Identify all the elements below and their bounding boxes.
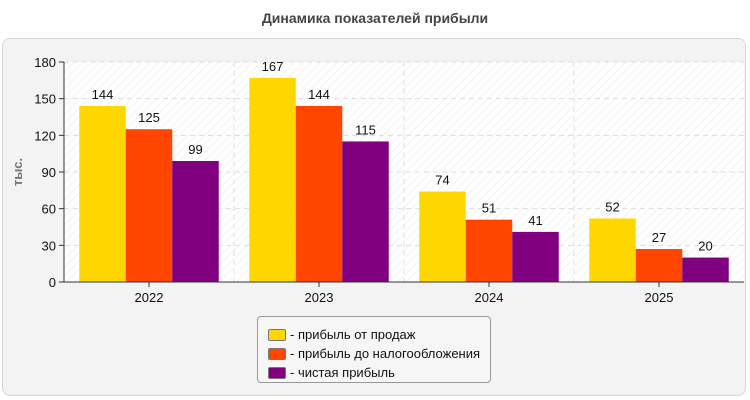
bar-value-label: 20 [698,239,712,254]
y-tick-label: 120 [34,128,56,143]
y-axis-label: тыс. [10,158,25,186]
legend-swatch-net [268,366,286,379]
bar [635,249,683,282]
bar-value-label: 27 [652,230,666,245]
y-tick-label: 30 [42,238,56,253]
bar-value-label: 74 [435,173,449,188]
y-tick-label: 180 [34,55,56,70]
bar [465,219,513,282]
x-tick-label: 2024 [475,290,504,305]
bar-value-label: 167 [262,59,284,74]
x-tick-label: 2023 [305,290,334,305]
y-tick-label: 60 [42,202,56,217]
bar [512,231,559,282]
legend-item-pretax: - прибыль до налогообложения [268,344,490,363]
bar [79,106,126,282]
legend-item-net: - чистая прибыль [268,363,490,382]
legend-swatch-sales [268,328,286,341]
bar [295,106,343,282]
chart-title: Динамика показателей прибыли [261,10,489,26]
bar-value-label: 51 [482,201,496,216]
bar-value-label: 144 [308,87,330,102]
bar [682,257,729,282]
legend-label-sales: - прибыль от продаж [290,327,416,342]
bar [172,161,219,282]
x-tick-label: 2022 [135,290,164,305]
bar [419,191,466,282]
x-tick-label: 2025 [645,290,674,305]
bar-value-label: 52 [605,199,619,214]
legend-label-net: - чистая прибыль [290,365,395,380]
bar-value-label: 125 [138,110,160,125]
bar-value-label: 115 [355,122,376,137]
legend-swatch-pretax [268,347,286,360]
bar [125,129,173,282]
bar-value-label: 144 [92,87,114,102]
legend-item-sales: - прибыль от продаж [268,325,490,344]
legend-label-pretax: - прибыль до налогообложения [290,346,481,361]
y-tick-label: 150 [34,92,56,107]
bar-value-label: 41 [528,213,542,228]
y-tick-label: 0 [49,275,56,290]
legend: - прибыль от продаж - прибыль до налогоо… [257,316,491,383]
bar [249,77,296,282]
y-tick-label: 90 [42,165,56,180]
bar [589,218,636,282]
bar-value-label: 99 [188,142,202,157]
bar [342,141,389,282]
